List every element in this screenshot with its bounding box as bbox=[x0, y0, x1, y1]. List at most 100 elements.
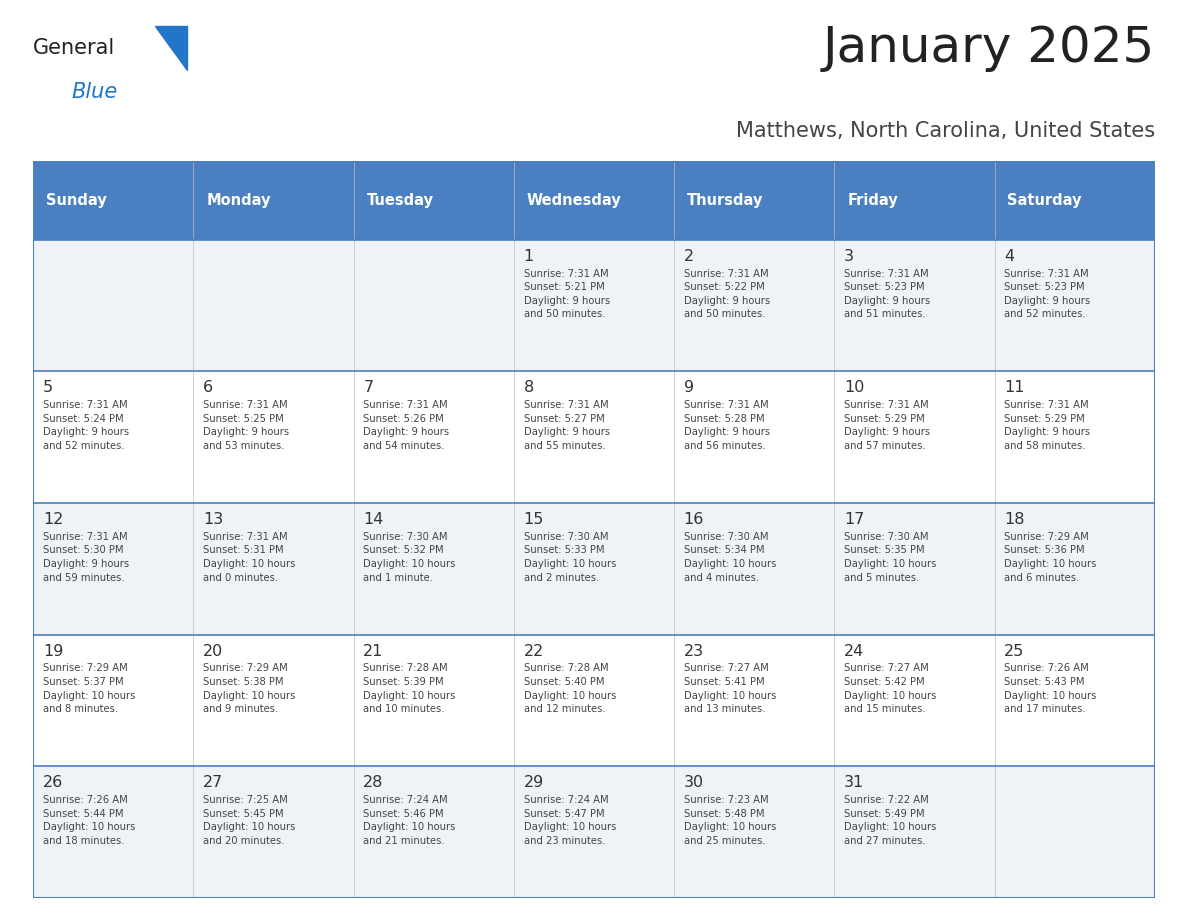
Text: Sunrise: 7:30 AM
Sunset: 5:32 PM
Daylight: 10 hours
and 1 minute.: Sunrise: 7:30 AM Sunset: 5:32 PM Dayligh… bbox=[364, 532, 456, 583]
Text: Sunday: Sunday bbox=[46, 193, 107, 207]
Text: Sunrise: 7:31 AM
Sunset: 5:23 PM
Daylight: 9 hours
and 51 minutes.: Sunrise: 7:31 AM Sunset: 5:23 PM Dayligh… bbox=[843, 269, 930, 319]
Text: Sunrise: 7:30 AM
Sunset: 5:33 PM
Daylight: 10 hours
and 2 minutes.: Sunrise: 7:30 AM Sunset: 5:33 PM Dayligh… bbox=[524, 532, 615, 583]
Text: 22: 22 bbox=[524, 644, 544, 659]
Text: Sunrise: 7:27 AM
Sunset: 5:42 PM
Daylight: 10 hours
and 15 minutes.: Sunrise: 7:27 AM Sunset: 5:42 PM Dayligh… bbox=[843, 664, 936, 714]
Bar bbox=[33, 634, 194, 767]
Text: Sunrise: 7:30 AM
Sunset: 5:34 PM
Daylight: 10 hours
and 4 minutes.: Sunrise: 7:30 AM Sunset: 5:34 PM Dayligh… bbox=[684, 532, 776, 583]
Bar bbox=[354, 503, 514, 634]
Text: 11: 11 bbox=[1004, 380, 1024, 396]
Text: Sunrise: 7:31 AM
Sunset: 5:23 PM
Daylight: 9 hours
and 52 minutes.: Sunrise: 7:31 AM Sunset: 5:23 PM Dayligh… bbox=[1004, 269, 1091, 319]
Bar bbox=[514, 634, 674, 767]
Text: 10: 10 bbox=[843, 380, 865, 396]
Text: 12: 12 bbox=[43, 512, 63, 527]
Text: January 2025: January 2025 bbox=[822, 24, 1155, 73]
Text: Sunrise: 7:31 AM
Sunset: 5:30 PM
Daylight: 9 hours
and 59 minutes.: Sunrise: 7:31 AM Sunset: 5:30 PM Dayligh… bbox=[43, 532, 129, 583]
Bar bbox=[33, 767, 194, 898]
Text: Sunrise: 7:26 AM
Sunset: 5:43 PM
Daylight: 10 hours
and 17 minutes.: Sunrise: 7:26 AM Sunset: 5:43 PM Dayligh… bbox=[1004, 664, 1097, 714]
Text: 2: 2 bbox=[684, 249, 694, 263]
Bar bbox=[674, 634, 834, 767]
Text: Sunrise: 7:31 AM
Sunset: 5:31 PM
Daylight: 10 hours
and 0 minutes.: Sunrise: 7:31 AM Sunset: 5:31 PM Dayligh… bbox=[203, 532, 296, 583]
Text: 6: 6 bbox=[203, 380, 213, 396]
Text: 21: 21 bbox=[364, 644, 384, 659]
Bar bbox=[834, 767, 994, 898]
Text: 7: 7 bbox=[364, 380, 373, 396]
Bar bbox=[674, 371, 834, 503]
Bar bbox=[194, 240, 354, 371]
Text: 13: 13 bbox=[203, 512, 223, 527]
Text: Sunrise: 7:28 AM
Sunset: 5:40 PM
Daylight: 10 hours
and 12 minutes.: Sunrise: 7:28 AM Sunset: 5:40 PM Dayligh… bbox=[524, 664, 615, 714]
Bar bbox=[994, 161, 1155, 240]
Text: Saturday: Saturday bbox=[1007, 193, 1082, 207]
Text: 19: 19 bbox=[43, 644, 63, 659]
Text: 28: 28 bbox=[364, 776, 384, 790]
Bar bbox=[33, 503, 194, 634]
Text: 29: 29 bbox=[524, 776, 544, 790]
Text: Sunrise: 7:31 AM
Sunset: 5:24 PM
Daylight: 9 hours
and 52 minutes.: Sunrise: 7:31 AM Sunset: 5:24 PM Dayligh… bbox=[43, 400, 129, 451]
Bar bbox=[354, 634, 514, 767]
Bar bbox=[994, 240, 1155, 371]
Text: Sunrise: 7:31 AM
Sunset: 5:25 PM
Daylight: 9 hours
and 53 minutes.: Sunrise: 7:31 AM Sunset: 5:25 PM Dayligh… bbox=[203, 400, 289, 451]
Text: Sunrise: 7:31 AM
Sunset: 5:26 PM
Daylight: 9 hours
and 54 minutes.: Sunrise: 7:31 AM Sunset: 5:26 PM Dayligh… bbox=[364, 400, 449, 451]
Text: Sunrise: 7:29 AM
Sunset: 5:36 PM
Daylight: 10 hours
and 6 minutes.: Sunrise: 7:29 AM Sunset: 5:36 PM Dayligh… bbox=[1004, 532, 1097, 583]
Text: Sunrise: 7:27 AM
Sunset: 5:41 PM
Daylight: 10 hours
and 13 minutes.: Sunrise: 7:27 AM Sunset: 5:41 PM Dayligh… bbox=[684, 664, 776, 714]
Text: Sunrise: 7:24 AM
Sunset: 5:46 PM
Daylight: 10 hours
and 21 minutes.: Sunrise: 7:24 AM Sunset: 5:46 PM Dayligh… bbox=[364, 795, 456, 845]
Text: 24: 24 bbox=[843, 644, 864, 659]
Text: 31: 31 bbox=[843, 776, 864, 790]
Bar bbox=[674, 240, 834, 371]
Text: 20: 20 bbox=[203, 644, 223, 659]
Text: 1: 1 bbox=[524, 249, 533, 263]
Text: 9: 9 bbox=[684, 380, 694, 396]
Text: Sunrise: 7:30 AM
Sunset: 5:35 PM
Daylight: 10 hours
and 5 minutes.: Sunrise: 7:30 AM Sunset: 5:35 PM Dayligh… bbox=[843, 532, 936, 583]
Text: 8: 8 bbox=[524, 380, 533, 396]
Text: Matthews, North Carolina, United States: Matthews, North Carolina, United States bbox=[735, 121, 1155, 140]
Bar bbox=[834, 240, 994, 371]
Text: 15: 15 bbox=[524, 512, 544, 527]
Text: Sunrise: 7:22 AM
Sunset: 5:49 PM
Daylight: 10 hours
and 27 minutes.: Sunrise: 7:22 AM Sunset: 5:49 PM Dayligh… bbox=[843, 795, 936, 845]
Bar bbox=[514, 767, 674, 898]
Text: 3: 3 bbox=[843, 249, 854, 263]
Bar bbox=[354, 240, 514, 371]
Bar bbox=[514, 240, 674, 371]
Text: Sunrise: 7:25 AM
Sunset: 5:45 PM
Daylight: 10 hours
and 20 minutes.: Sunrise: 7:25 AM Sunset: 5:45 PM Dayligh… bbox=[203, 795, 296, 845]
Text: Tuesday: Tuesday bbox=[367, 193, 434, 207]
Bar bbox=[354, 767, 514, 898]
Bar bbox=[674, 503, 834, 634]
Text: Sunrise: 7:31 AM
Sunset: 5:22 PM
Daylight: 9 hours
and 50 minutes.: Sunrise: 7:31 AM Sunset: 5:22 PM Dayligh… bbox=[684, 269, 770, 319]
Text: 30: 30 bbox=[684, 776, 703, 790]
Text: 27: 27 bbox=[203, 776, 223, 790]
Text: 16: 16 bbox=[684, 512, 704, 527]
Bar bbox=[194, 634, 354, 767]
Text: Wednesday: Wednesday bbox=[526, 193, 621, 207]
Bar bbox=[354, 161, 514, 240]
Text: Sunrise: 7:31 AM
Sunset: 5:29 PM
Daylight: 9 hours
and 58 minutes.: Sunrise: 7:31 AM Sunset: 5:29 PM Dayligh… bbox=[1004, 400, 1091, 451]
Text: Sunrise: 7:31 AM
Sunset: 5:27 PM
Daylight: 9 hours
and 55 minutes.: Sunrise: 7:31 AM Sunset: 5:27 PM Dayligh… bbox=[524, 400, 609, 451]
Bar bbox=[514, 503, 674, 634]
Bar bbox=[834, 634, 994, 767]
Bar bbox=[33, 161, 194, 240]
Text: Monday: Monday bbox=[207, 193, 271, 207]
Text: Sunrise: 7:24 AM
Sunset: 5:47 PM
Daylight: 10 hours
and 23 minutes.: Sunrise: 7:24 AM Sunset: 5:47 PM Dayligh… bbox=[524, 795, 615, 845]
Bar bbox=[994, 371, 1155, 503]
Bar bbox=[514, 161, 674, 240]
Text: Sunrise: 7:31 AM
Sunset: 5:28 PM
Daylight: 9 hours
and 56 minutes.: Sunrise: 7:31 AM Sunset: 5:28 PM Dayligh… bbox=[684, 400, 770, 451]
Bar bbox=[834, 503, 994, 634]
Bar bbox=[194, 503, 354, 634]
Bar bbox=[834, 161, 994, 240]
Text: Sunrise: 7:29 AM
Sunset: 5:37 PM
Daylight: 10 hours
and 8 minutes.: Sunrise: 7:29 AM Sunset: 5:37 PM Dayligh… bbox=[43, 664, 135, 714]
Text: 25: 25 bbox=[1004, 644, 1024, 659]
Bar bbox=[194, 767, 354, 898]
Text: 23: 23 bbox=[684, 644, 703, 659]
Bar bbox=[834, 371, 994, 503]
Text: General: General bbox=[33, 38, 115, 58]
Text: Sunrise: 7:29 AM
Sunset: 5:38 PM
Daylight: 10 hours
and 9 minutes.: Sunrise: 7:29 AM Sunset: 5:38 PM Dayligh… bbox=[203, 664, 296, 714]
Text: 17: 17 bbox=[843, 512, 865, 527]
Bar bbox=[994, 767, 1155, 898]
Text: 26: 26 bbox=[43, 776, 63, 790]
Bar bbox=[994, 503, 1155, 634]
Text: Sunrise: 7:23 AM
Sunset: 5:48 PM
Daylight: 10 hours
and 25 minutes.: Sunrise: 7:23 AM Sunset: 5:48 PM Dayligh… bbox=[684, 795, 776, 845]
Text: Sunrise: 7:31 AM
Sunset: 5:29 PM
Daylight: 9 hours
and 57 minutes.: Sunrise: 7:31 AM Sunset: 5:29 PM Dayligh… bbox=[843, 400, 930, 451]
Bar bbox=[33, 371, 194, 503]
Polygon shape bbox=[156, 26, 188, 70]
Text: Sunrise: 7:26 AM
Sunset: 5:44 PM
Daylight: 10 hours
and 18 minutes.: Sunrise: 7:26 AM Sunset: 5:44 PM Dayligh… bbox=[43, 795, 135, 845]
Text: Sunrise: 7:31 AM
Sunset: 5:21 PM
Daylight: 9 hours
and 50 minutes.: Sunrise: 7:31 AM Sunset: 5:21 PM Dayligh… bbox=[524, 269, 609, 319]
